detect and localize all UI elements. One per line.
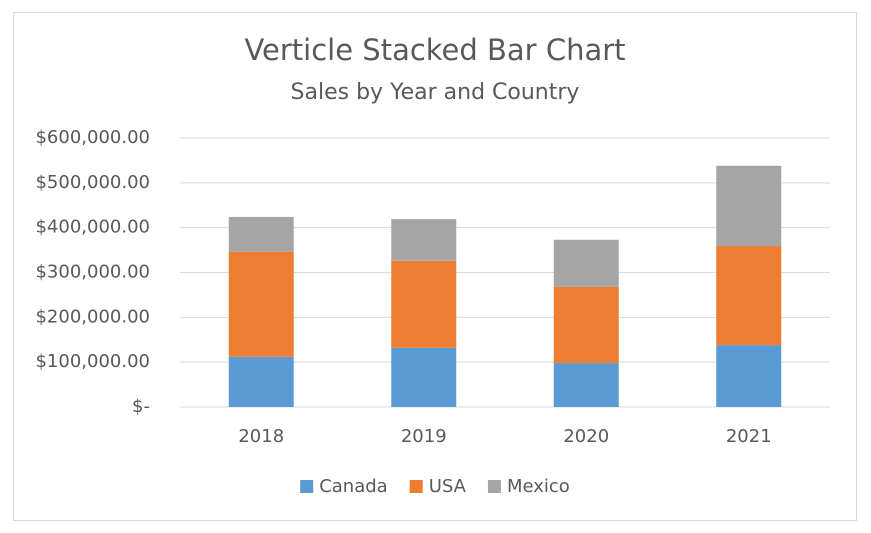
- bar-segment: [553, 363, 619, 407]
- y-tick-label: $-: [132, 396, 150, 417]
- x-tick-label: 2020: [563, 426, 609, 447]
- y-tick-label: $300,000.00: [35, 262, 150, 283]
- legend-swatch: [409, 480, 423, 493]
- bar-segment: [228, 356, 294, 407]
- y-tick-label: $600,000.00: [35, 127, 150, 148]
- y-tick-label: $200,000.00: [35, 306, 150, 327]
- x-tick-label: 2021: [726, 426, 772, 447]
- bar-segment: [716, 246, 782, 346]
- chart-title: Verticle Stacked Bar Chart: [244, 33, 625, 67]
- y-tick-label: $400,000.00: [35, 217, 150, 238]
- y-tick-label: $100,000.00: [35, 351, 150, 372]
- bar-segment: [391, 347, 457, 407]
- bar-segment: [716, 345, 782, 407]
- legend-label: USA: [429, 476, 467, 497]
- bar-segment: [391, 219, 457, 261]
- bar-segment: [716, 165, 782, 247]
- chart-subtitle: Sales by Year and Country: [291, 80, 580, 105]
- y-tick-label: $500,000.00: [35, 172, 150, 193]
- legend-label: Canada: [319, 476, 388, 497]
- bar-segment: [228, 251, 294, 357]
- bar-segment: [228, 216, 294, 252]
- legend-swatch: [487, 480, 501, 493]
- x-tick-label: 2019: [401, 426, 447, 447]
- bar-segment: [553, 239, 619, 287]
- bar-segment: [553, 286, 619, 364]
- legend-label: Mexico: [507, 476, 570, 497]
- x-tick-label: 2018: [238, 426, 284, 447]
- legend: Canada USA Mexico: [300, 476, 570, 497]
- legend-swatch: [300, 480, 314, 493]
- bar-segment: [391, 260, 457, 348]
